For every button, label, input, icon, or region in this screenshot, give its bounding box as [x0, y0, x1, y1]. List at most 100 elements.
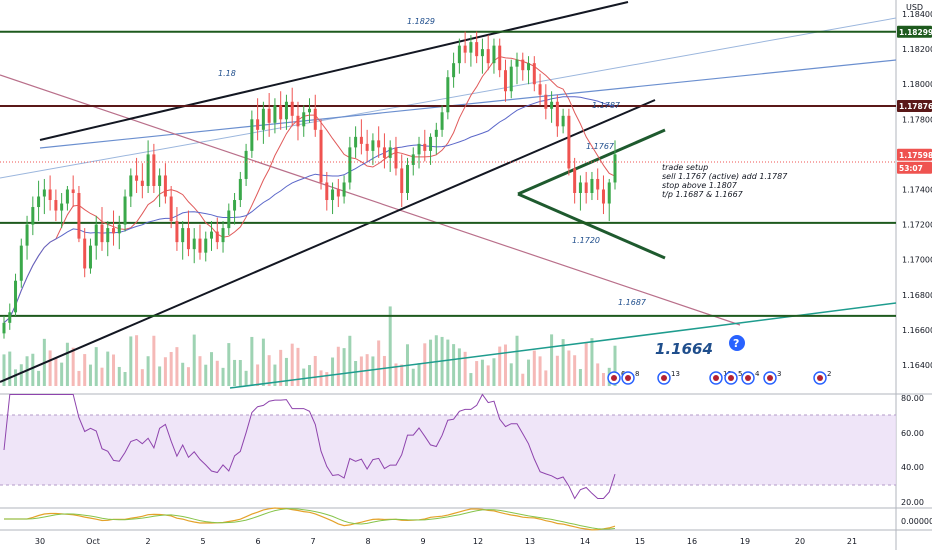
candle-body — [129, 175, 133, 197]
candle-body — [2, 322, 6, 334]
candle-body — [434, 129, 438, 137]
volume-bar — [452, 344, 456, 386]
candle-body — [77, 193, 81, 239]
volume-bar — [434, 335, 438, 386]
price-tick: 1.18400 — [902, 10, 932, 19]
price-tick: 1.18000 — [902, 80, 932, 89]
volume-bar — [584, 342, 588, 386]
volume-bar — [83, 354, 87, 386]
volume-bar — [2, 354, 6, 386]
time-tick: 15 — [635, 537, 645, 546]
volume-bar — [175, 347, 179, 386]
price-tick: 1.17200 — [902, 221, 932, 230]
candle-body — [198, 238, 202, 253]
osc-tick-0: 0.00000 — [901, 517, 932, 526]
candle-body — [342, 182, 346, 197]
wedge-lower-line — [517, 192, 666, 260]
trendline-descending-mauve — [0, 74, 741, 326]
rsi-tick-60: 60.00 — [901, 429, 924, 438]
time-tick: 6 — [255, 537, 260, 546]
candle-body — [469, 42, 473, 53]
volume-bar — [394, 363, 398, 386]
volume-bar — [152, 335, 156, 386]
candle-body — [192, 238, 196, 250]
candle-body — [601, 189, 605, 204]
volume-bar — [169, 351, 173, 386]
candle-body — [319, 129, 323, 183]
candle-body — [261, 108, 265, 130]
volume-bar — [94, 347, 98, 386]
candle-body — [394, 147, 398, 169]
volume-bar — [8, 351, 12, 386]
event-marker[interactable]: 4 — [741, 370, 760, 385]
volume-bar — [14, 369, 18, 386]
event-marker[interactable]: 13 — [657, 370, 680, 385]
candle-body — [405, 164, 409, 193]
candle-body — [382, 147, 386, 158]
rsi-tick-40: 40.00 — [901, 463, 924, 472]
volume-bar — [331, 357, 335, 386]
candle-body — [181, 228, 185, 243]
candle-body — [308, 108, 311, 113]
trade-setup-line-2: sell 1.1767 (active) add 1.1787 — [662, 172, 788, 181]
help-icon[interactable]: ? — [729, 335, 745, 351]
candle-body — [256, 119, 260, 130]
candle-body — [463, 45, 467, 53]
time-tick: 9 — [420, 537, 425, 546]
annotation-3: 1.1787 — [592, 101, 621, 110]
candle-body — [475, 42, 479, 57]
candle-body — [31, 207, 35, 225]
volume-bar — [354, 361, 358, 386]
volume-bar — [129, 336, 133, 386]
volume-bar — [210, 352, 214, 386]
volume-bar — [475, 361, 479, 386]
event-marker[interactable]: 2 — [813, 370, 831, 385]
candle-body — [296, 115, 300, 127]
event-marker[interactable]: 8 — [621, 370, 639, 385]
candle-body — [388, 147, 392, 158]
candle-body — [584, 182, 588, 193]
event-markers[interactable]: 6813125324 — [607, 370, 831, 385]
volume-bar — [198, 356, 202, 386]
volume-bars — [2, 306, 617, 386]
candle-body — [25, 224, 29, 246]
event-marker[interactable]: 3 — [763, 370, 781, 385]
svg-text:5: 5 — [738, 370, 742, 378]
price-tag — [897, 148, 932, 161]
volume-bar — [117, 366, 121, 386]
channel-upper-line — [39, 1, 629, 141]
volume-bar — [250, 336, 254, 386]
volume-bar — [192, 334, 196, 386]
candle-body — [509, 66, 513, 92]
volume-bar — [296, 347, 300, 386]
trendline-blue — [39, 59, 897, 149]
rsi-tick-20: 20.00 — [901, 498, 924, 507]
volume-bar — [492, 358, 496, 386]
candle-body — [521, 59, 525, 71]
candle-body — [544, 94, 548, 109]
candle-body — [54, 200, 58, 211]
volume-bar — [308, 365, 311, 386]
candle-body — [550, 101, 554, 109]
volume-bar — [463, 351, 467, 386]
volume-bar — [313, 355, 317, 386]
candle-body — [215, 231, 219, 243]
oscillator-line — [4, 507, 616, 531]
oscillator-signal-line — [4, 508, 616, 530]
candle-body — [100, 224, 104, 243]
time-tick: 19 — [740, 537, 750, 546]
candle-body — [486, 49, 490, 64]
candle-body — [515, 59, 519, 67]
candle-body — [325, 182, 329, 201]
volume-bar — [186, 367, 190, 386]
time-tick: 7 — [310, 537, 315, 546]
volume-bar — [244, 370, 248, 386]
event-marker[interactable]: 5 — [724, 370, 742, 385]
volume-bar — [284, 357, 288, 386]
rsi-line — [3, 393, 616, 500]
time-tick: 14 — [580, 537, 590, 546]
time-tick: 16 — [687, 537, 697, 546]
volume-bar — [19, 364, 23, 386]
rsi-tick-80: 80.00 — [901, 394, 924, 403]
